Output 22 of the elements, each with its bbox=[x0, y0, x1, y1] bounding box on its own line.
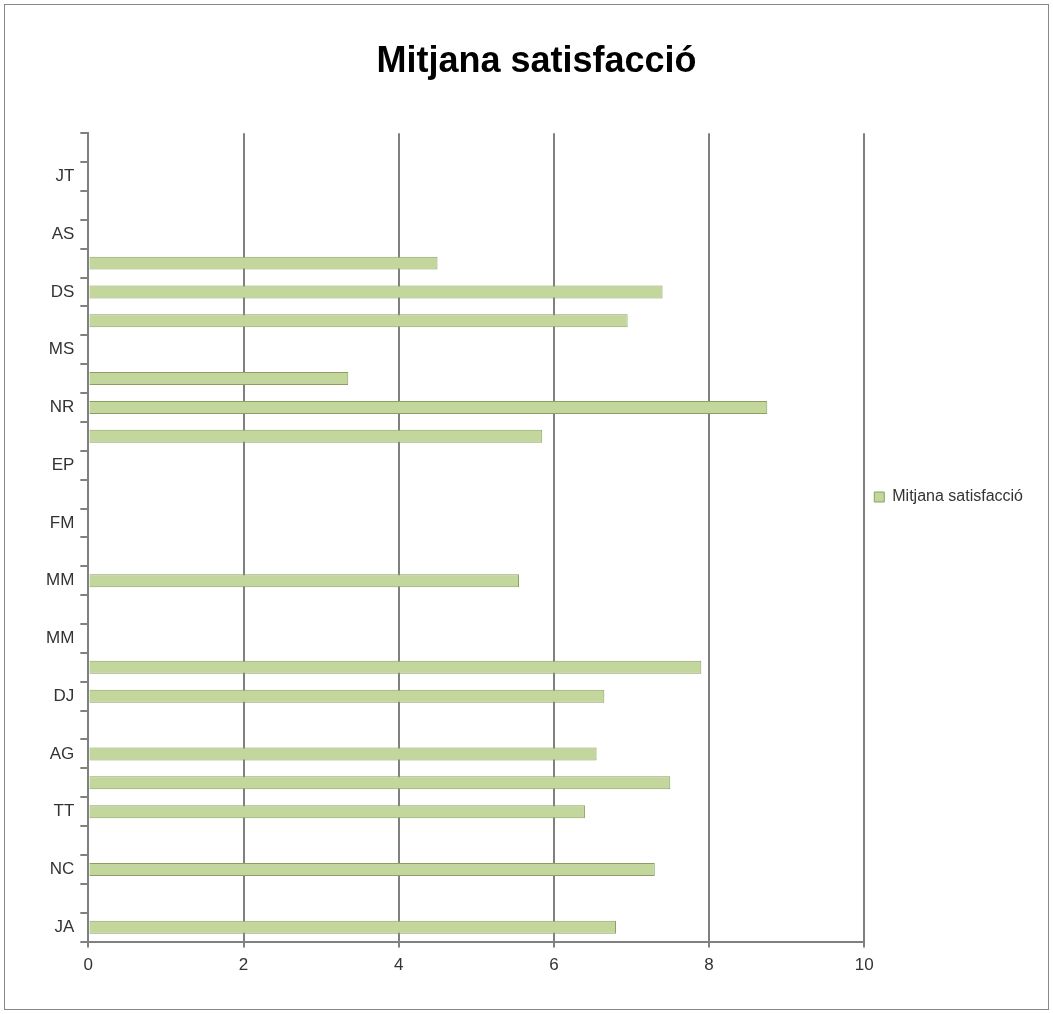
y-tick-label: TT bbox=[53, 801, 75, 821]
y-tick-label: NR bbox=[49, 397, 75, 417]
x-tick-label: 6 bbox=[549, 955, 559, 975]
y-tick-label: JA bbox=[54, 916, 75, 936]
y-tick-label: DJ bbox=[53, 685, 75, 705]
chart-title: Mitjana satisfacció bbox=[376, 38, 697, 80]
y-tick-label: FM bbox=[49, 512, 75, 532]
x-tick-label: 4 bbox=[393, 955, 404, 975]
x-tick-label: 10 bbox=[854, 955, 874, 975]
legend-label: Mitjana satisfacció bbox=[892, 487, 1024, 505]
y-tick-label: EP bbox=[51, 454, 75, 474]
y-tick-label: MS bbox=[48, 339, 75, 359]
y-tick-label: NC bbox=[49, 859, 75, 879]
y-tick-label: AS bbox=[51, 223, 75, 243]
y-tick-label: JT bbox=[55, 166, 75, 186]
x-tick-label: 2 bbox=[238, 955, 249, 975]
x-tick-label: 8 bbox=[704, 955, 714, 975]
y-tick-label: MM bbox=[45, 628, 75, 648]
x-tick-label: 0 bbox=[83, 955, 94, 975]
y-tick-label: AG bbox=[49, 743, 75, 763]
y-tick-label: MM bbox=[45, 570, 75, 590]
y-tick-label: DS bbox=[50, 281, 75, 301]
